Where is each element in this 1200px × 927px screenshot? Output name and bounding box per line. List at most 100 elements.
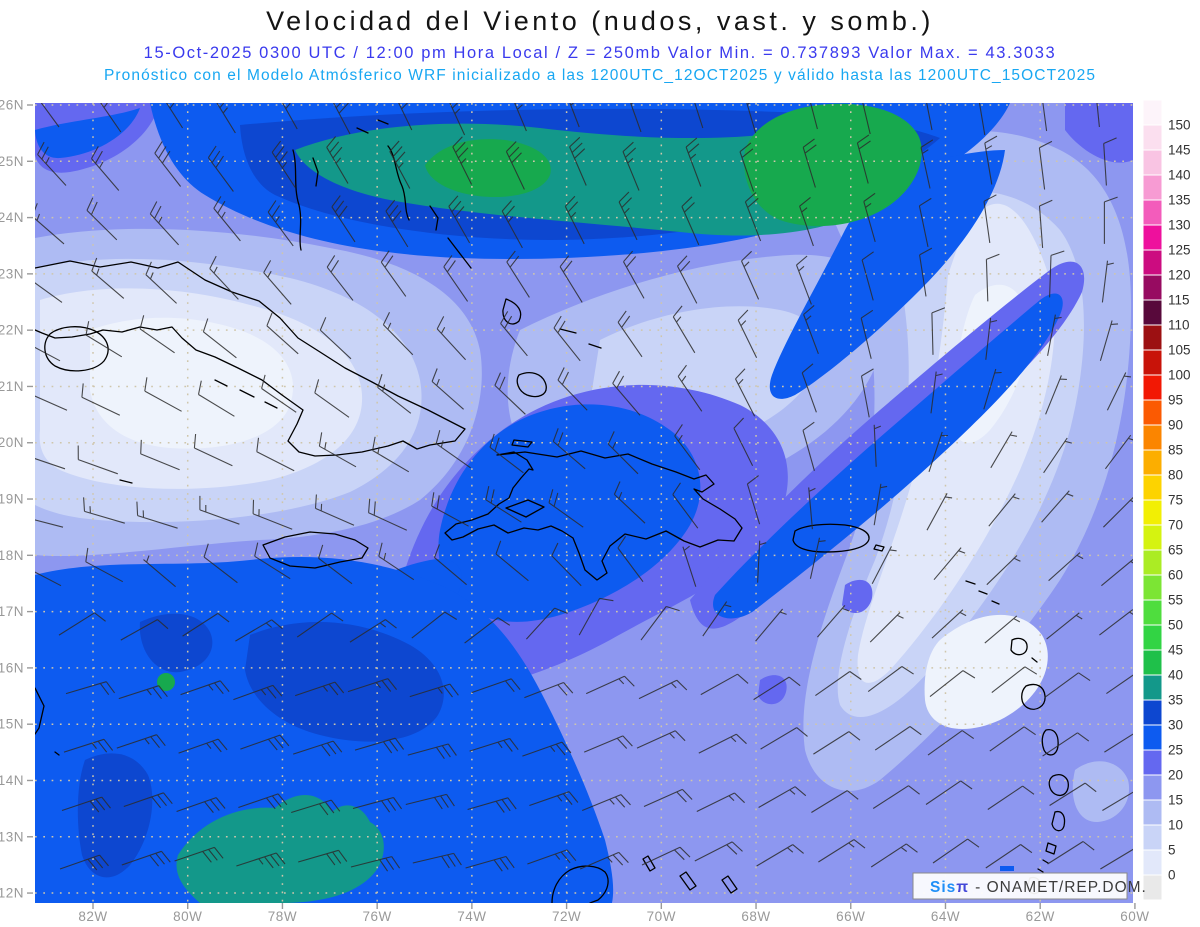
wind-barb (489, 433, 524, 474)
colorbar-label: 5 (1168, 843, 1176, 858)
colorbar-cell (1142, 224, 1163, 251)
colorbar-label: 0 (1168, 868, 1176, 883)
coast-cuba (35, 260, 466, 457)
colorbar-cell (1142, 199, 1163, 226)
wind-barb (380, 250, 407, 297)
wind-barb (802, 138, 817, 188)
wind-barb (193, 433, 233, 467)
wind-barb (867, 666, 914, 693)
wind-barb (685, 137, 702, 187)
colorbar-label: 75 (1168, 493, 1183, 508)
colorbar-label: 145 (1168, 143, 1191, 158)
wind-barb (81, 383, 121, 416)
wind-barb (35, 346, 61, 362)
wind-barb (37, 141, 67, 186)
wind-barb (698, 733, 747, 754)
wind-barb (700, 673, 749, 696)
wind-barb (347, 678, 398, 693)
wind-barb (583, 735, 633, 753)
wind-barb (318, 432, 357, 468)
wind-barb (569, 103, 580, 128)
wind-barb (860, 368, 874, 418)
colorbar-cell (1142, 549, 1163, 576)
wind-barb (469, 737, 519, 752)
wind-barb (261, 374, 297, 413)
wind-barb (920, 139, 934, 189)
wind-barb (919, 247, 933, 297)
lon-label: 76W (363, 909, 392, 924)
colorbar-cell (1142, 124, 1163, 151)
wind-barb (506, 250, 530, 298)
lon-label: 60W (1120, 909, 1149, 924)
colorbar-label: 90 (1168, 418, 1183, 433)
colorbar-cell (1142, 299, 1163, 326)
wind-barb (983, 368, 1002, 410)
wind-barb (118, 685, 168, 700)
wind-barb (433, 544, 467, 586)
coast-bahamas (292, 119, 602, 398)
wind-barb (1049, 250, 1065, 298)
colorbar-cell (1142, 349, 1163, 376)
colorbar-label: 140 (1168, 168, 1191, 183)
wind-barb (207, 145, 234, 192)
wind-barb (856, 134, 871, 184)
wind-barb (199, 495, 240, 525)
wind-barb (694, 103, 704, 129)
wind-barb (694, 841, 743, 862)
wind-barb (813, 731, 861, 755)
wind-barb (760, 727, 808, 750)
contour-30-35kt-sw-b (245, 622, 444, 742)
coast-south-america (35, 687, 738, 903)
wind-barb (622, 141, 640, 191)
wind-barb (59, 854, 109, 871)
wind-barb (182, 612, 230, 637)
wind-barb (266, 312, 299, 355)
wind-barb (326, 136, 349, 184)
colorbar-label: 85 (1168, 443, 1183, 458)
attribution-box: Sisπ - ONAMET/REP.DOM. (912, 872, 1146, 900)
wind-barb (755, 608, 787, 642)
colorbar-label: 125 (1168, 243, 1191, 258)
lat-label: 12N (0, 886, 24, 901)
lat-label: 18N (0, 548, 24, 563)
lon-label: 82W (78, 909, 107, 924)
contour-25-30kt-jet-core (713, 293, 1063, 619)
wind-barb (65, 681, 116, 696)
lon-label: 62W (1026, 909, 1055, 924)
wind-barb (326, 255, 354, 301)
wind-barb (740, 250, 760, 300)
wind-barb (378, 542, 415, 581)
colorbar-cell (1142, 399, 1163, 426)
wind-barb (91, 257, 125, 299)
lon-label: 74W (457, 909, 486, 924)
lon-label: 72W (552, 909, 581, 924)
wind-barb (931, 609, 967, 639)
wind-barb (377, 374, 412, 414)
lat-label: 26N (0, 98, 24, 113)
wind-barb (333, 103, 351, 135)
colorbar-cell (1142, 874, 1163, 901)
wind-barb (862, 103, 871, 135)
wind-barb (811, 790, 859, 813)
coastlines (35, 119, 1069, 903)
wind-barb (927, 730, 975, 756)
wind-barb (989, 726, 1036, 752)
colorbar-cell (1142, 524, 1163, 551)
wind-barb (870, 843, 918, 868)
colorbar-label: 20 (1168, 768, 1183, 783)
wind-barb (617, 310, 643, 358)
wind-barb (267, 200, 294, 247)
colorbar-cell (1142, 699, 1163, 726)
wind-barb (617, 535, 644, 583)
coast-cays (119, 379, 278, 484)
wind-barb (368, 498, 408, 531)
wind-barb (449, 103, 466, 136)
colorbar-label: 35 (1168, 693, 1183, 708)
wind-barb (986, 555, 1021, 586)
colorbar-cell (1142, 749, 1163, 776)
wind-barb (931, 307, 946, 355)
wind-barb (1042, 732, 1090, 757)
wind-barb (1044, 672, 1091, 699)
wind-barb (202, 318, 237, 359)
